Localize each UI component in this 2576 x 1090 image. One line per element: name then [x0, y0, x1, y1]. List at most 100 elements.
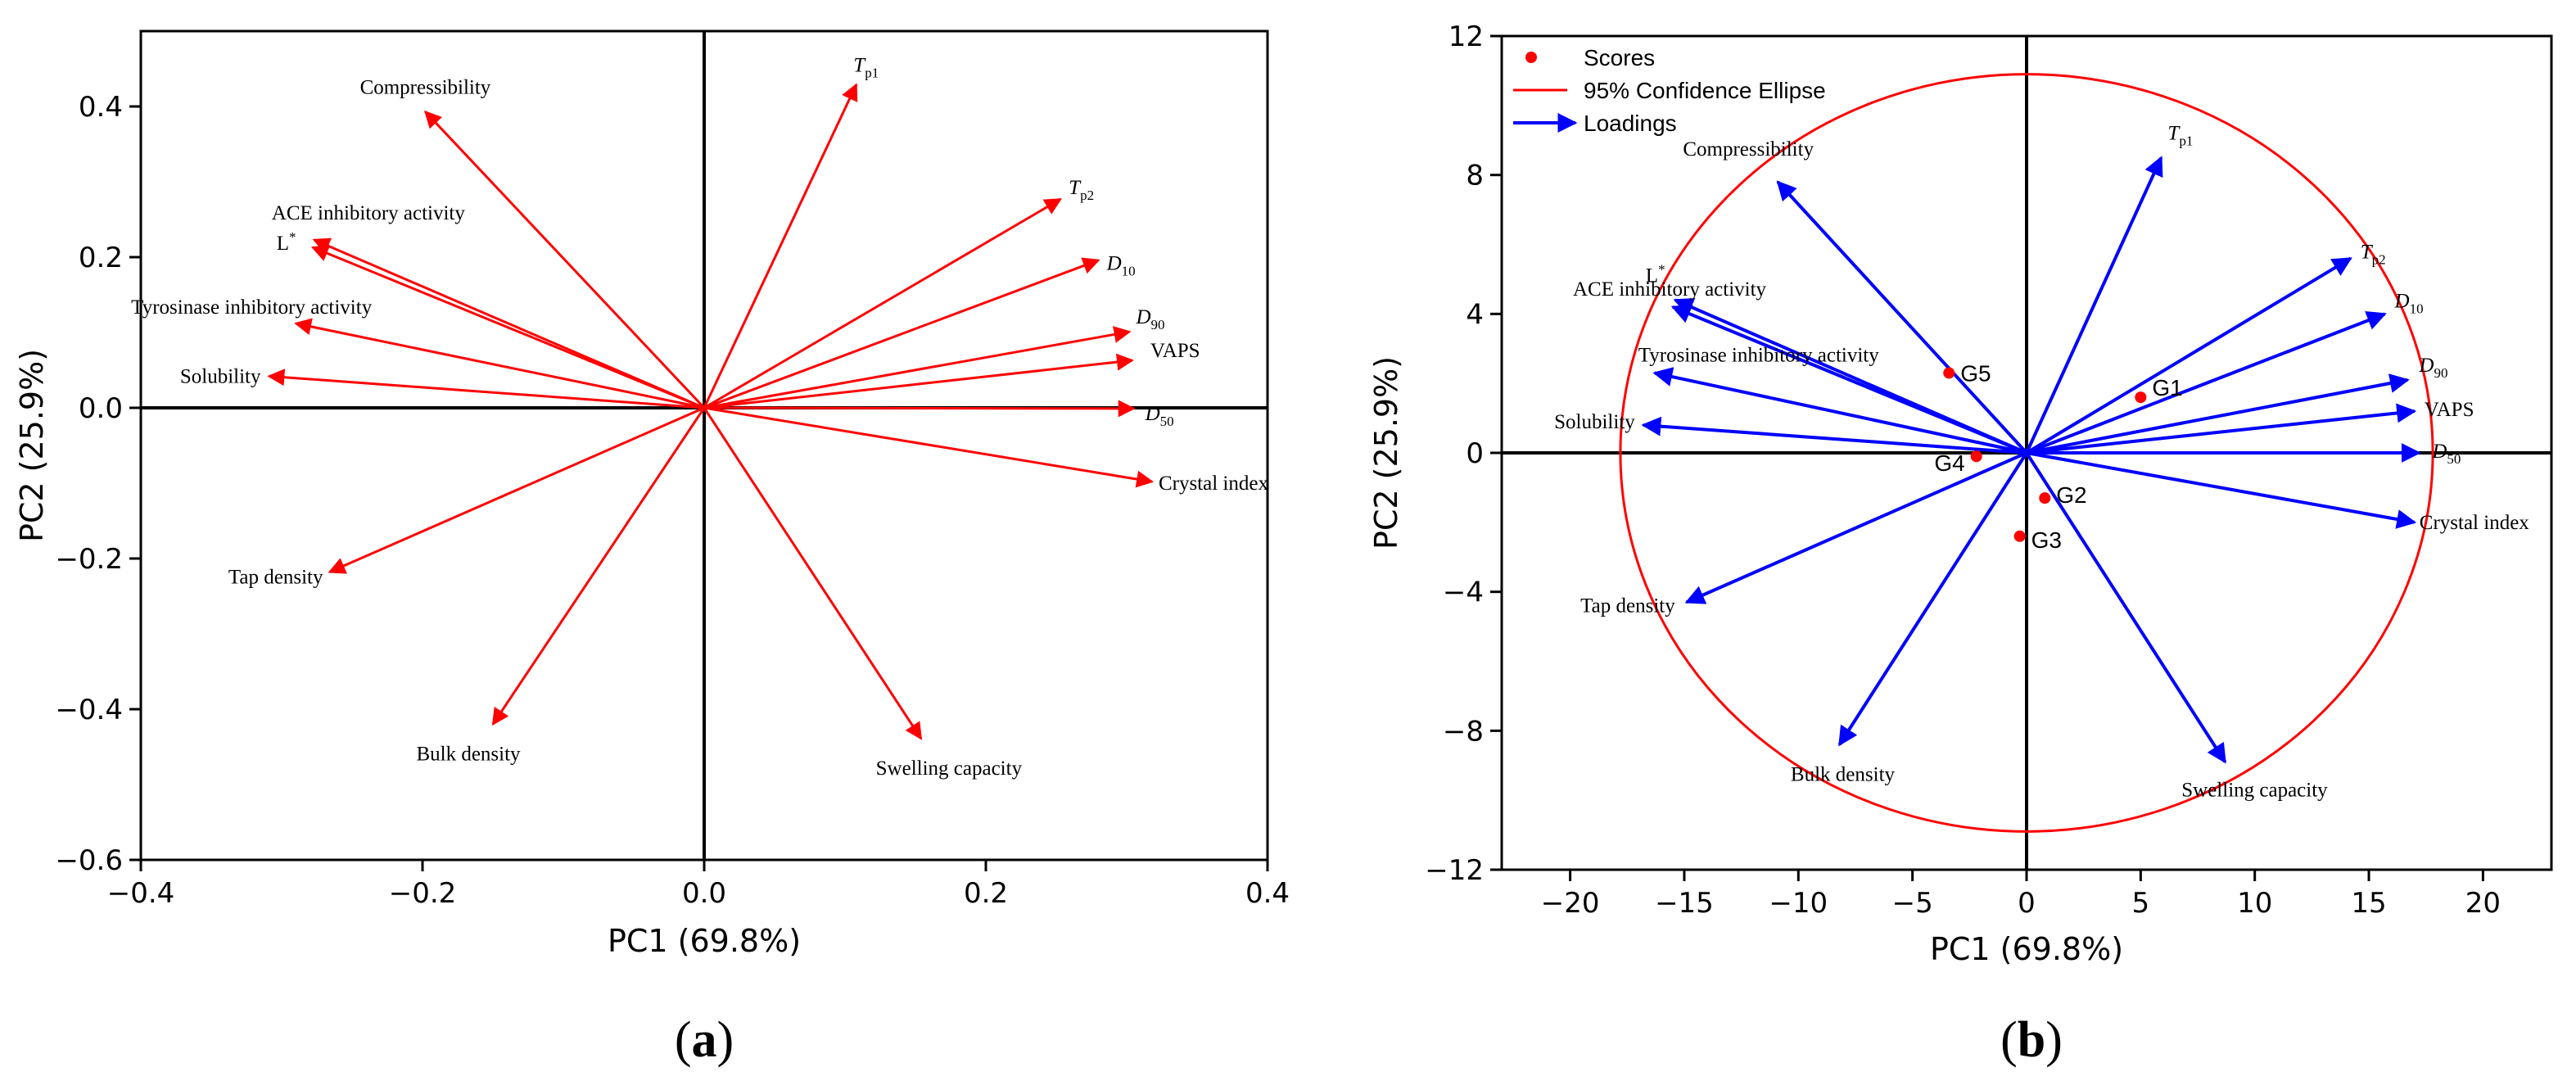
panel-a-label-subscript: 10 [1122, 264, 1136, 279]
panel-a-arrow-tap-density [328, 406, 705, 574]
legend-label-loadings: Loadings [1584, 111, 1677, 136]
panel-a-label-subscript: 50 [1160, 414, 1174, 429]
panel-b-label-subscript: p1 [2179, 133, 2193, 148]
panel-a-arrow-d50 [703, 400, 1136, 418]
panel-a-label-text: ACE inhibitory activity [272, 202, 466, 224]
panel-b-legend: Scores 95% Confidence Ellipse Loadings [1513, 45, 1826, 136]
panel-a-label-lstar: L* [277, 229, 296, 255]
panel-b-label-d10: D10 [2394, 290, 2424, 316]
panel-b-arrow-d90 [2026, 373, 2410, 455]
panel-b-label-tyrosinase-inhibitory-activity: Tyrosinase inhibitory activity [1638, 344, 1880, 366]
panel-a-label-text: Tyrosinase inhibitory activity [131, 296, 373, 319]
panel-b-label-ace-inhibitory-activity: ACE inhibitory activity [1573, 278, 1767, 301]
panel-a-label-text: T [853, 54, 866, 76]
panel-b-y-tick-label: 4 [1466, 298, 1484, 331]
panel-a-label-text: D [1135, 306, 1150, 328]
panel-a-label-ace-inhibitory-activity: ACE inhibitory activity [272, 202, 466, 224]
panel-a-label-text: Tap density [228, 567, 323, 589]
panel-b-x-tick-label: −5 [1892, 887, 1933, 920]
panel-a-arrow-crystal-index [703, 406, 1155, 488]
panel-a-label-d50: D50 [1145, 403, 1174, 429]
panel-a-arrow-compressibility [424, 110, 706, 409]
panel-b-label-bulk-density: Bulk density [1791, 763, 1896, 785]
panel-a-caption-close: ) [717, 1012, 734, 1068]
panel-b-arrow-bulk-density [1837, 451, 2028, 747]
panel-a-arrow-tp2 [703, 197, 1062, 409]
panel-b-label-tp2: Tp2 [2361, 241, 2386, 267]
panel-b-x-tick-label: 10 [2237, 887, 2272, 920]
legend-label-scores: Scores [1584, 45, 1655, 70]
panel-b-score-label-g2: G2 [2056, 482, 2086, 508]
panel-b-label-text: T [2361, 241, 2374, 263]
panel-b-y-tick-label: −12 [1425, 854, 1484, 887]
panel-b-score-point-g5 [1943, 367, 1955, 379]
panel-b-score-point-g4 [1970, 450, 1982, 463]
panel-b-score-point-g2 [2039, 492, 2051, 504]
panel-b-label-text: D [2431, 441, 2447, 463]
panel-b-label-text: D [2394, 290, 2410, 312]
panel-a-label-text: Compressibility [360, 76, 491, 98]
panel-b-label-text: T [2167, 122, 2181, 144]
panel-a-arrow-tyrosinase-inhibitory-activity [294, 318, 705, 409]
panel-b-x-tick-label: 5 [2132, 887, 2150, 920]
panel-a-label-tp2: Tp2 [1069, 177, 1094, 203]
panel-b-label-solubility: Solubility [1554, 411, 1635, 433]
panel-b-label-lstar: L* [1646, 261, 1665, 287]
panel-a-caption: (a) [675, 1012, 734, 1068]
panel-a-label-compressibility: Compressibility [360, 76, 491, 98]
panel-b-label-text: Bulk density [1791, 763, 1896, 785]
panel-a-y-tick-label: 0.4 [79, 91, 123, 124]
panel-b-score-label-g1: G1 [2152, 375, 2182, 400]
panel-a-arrow-bulk-density [491, 407, 706, 726]
panel-a-x-axis-title: PC1 (69.8%) [608, 923, 801, 959]
panel-a-arrow-tp1 [703, 83, 858, 409]
panel-a-arrow-swelling-capacity [703, 407, 923, 740]
panel-a-label-swelling-capacity: Swelling capacity [876, 758, 1023, 780]
panel-a-arrow-vaps [703, 353, 1134, 409]
panel-b-label-text: Tyrosinase inhibitory activity [1638, 344, 1880, 366]
panel-b-x-tick-label: 15 [2351, 887, 2386, 920]
panel-a-y-tick-label: 0.2 [79, 242, 123, 274]
panel-a-label-subscript: 90 [1151, 317, 1165, 332]
panel-b-y-tick-label: −8 [1443, 715, 1484, 748]
panel-b-x-tick-label: 20 [2465, 887, 2501, 920]
panel-a-label-d10: D10 [1106, 253, 1136, 279]
panel-b-x-tick-label: −10 [1769, 887, 1828, 920]
panel-b-label-subscript: 90 [2434, 365, 2447, 381]
panel-b-y-axis-title: PC2 (25.9%) [1368, 356, 1404, 550]
panel-a-x-tick-label: −0.4 [107, 877, 175, 910]
panel-b-label-text: Compressibility [1683, 138, 1814, 161]
panel-b-arrow-tyrosinase-inhibitory-activity [1652, 367, 2027, 455]
panel-a-label-text: D [1145, 403, 1160, 425]
panel-a-y-tick-label: −0.6 [55, 844, 123, 877]
panel-a-arrow-d90 [703, 326, 1132, 409]
panel-b-caption-close: ) [2045, 1012, 2063, 1068]
panel-a-y-axis-title: PC2 (25.9%) [14, 349, 50, 542]
panel-a-label-text: VAPS [1150, 340, 1200, 362]
panel-a-label-text: T [1069, 177, 1082, 199]
panel-a-label-solubility: Solubility [180, 365, 261, 387]
panel-a-arrow-d10 [703, 257, 1100, 409]
panel-b-score-label-g4: G4 [1934, 450, 1964, 476]
panel-b-x-tick-label: 0 [2018, 887, 2036, 920]
panel-b-confidence-ellipse [1619, 73, 2434, 833]
panel-a-x-tick-label: 0.0 [682, 877, 726, 910]
panel-b-arrow-tap-density [1684, 451, 2027, 604]
panel-a-x-tick-label: 0.4 [1245, 877, 1290, 910]
panel-b-caption-open: ( [2000, 1012, 2018, 1068]
panel-a-label-crystal-index: Crystal index [1159, 473, 1269, 495]
panel-b-arrow-tp1 [2025, 156, 2163, 454]
panel-b-label-vaps: VAPS [2425, 399, 2474, 421]
panel-a-label-superscript: * [289, 229, 296, 245]
panel-b-label-text: Solubility [1554, 411, 1635, 433]
panel-b-y-tick-label: 12 [1448, 20, 1484, 53]
panel-b-score-point-g1 [2135, 391, 2147, 404]
panel-b-x-axis-title: PC1 (69.8%) [1930, 931, 2123, 967]
panel-a-x-tick-label: −0.2 [389, 877, 457, 910]
panel-b-label-crystal-index: Crystal index [2420, 512, 2530, 534]
panel-b-x-tick-label: −20 [1541, 887, 1600, 920]
panel-b-biplot: −20 −15 −10 −5 0 5 10 15 20 −12 −8 −4 0 4 8 12 G1 G2 G3 G4… [1368, 20, 2553, 1068]
panel-a-label-vaps: VAPS [1150, 340, 1200, 362]
panel-b-label-swelling-capacity: Swelling capacity [2181, 780, 2328, 802]
